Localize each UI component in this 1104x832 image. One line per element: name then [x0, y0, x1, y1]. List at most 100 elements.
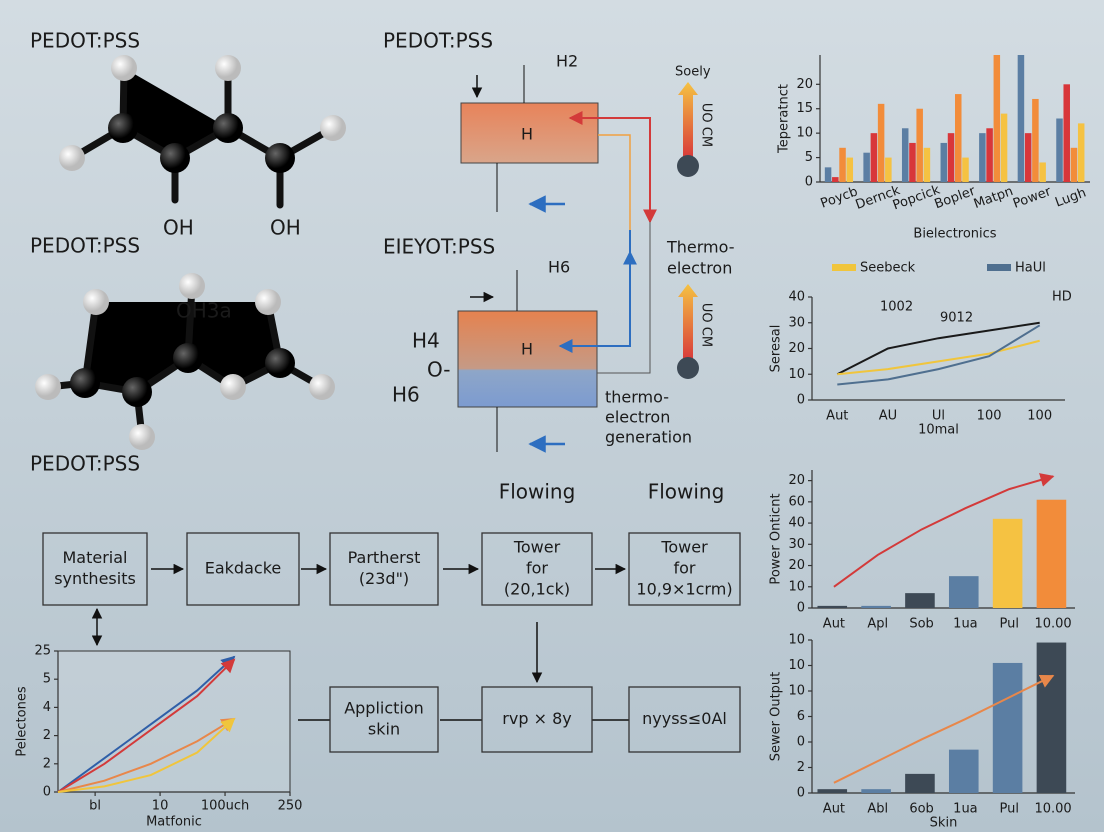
x-tick-label: 10.00	[1034, 617, 1071, 632]
y-tick-label: 2	[43, 756, 51, 771]
flow-box-text: 10,9×1crm)	[636, 580, 732, 599]
y-tick-label: 2	[43, 728, 51, 743]
x-tick-label: 100uch	[201, 799, 249, 814]
x-tick-label: Pul	[1000, 617, 1019, 632]
flowchart: Material synthesits Eakdacke Partherst (23d"…	[42, 532, 741, 753]
atom-group: OH	[270, 216, 301, 240]
bar	[905, 773, 935, 793]
flow-box-text: rvp × 8y	[502, 709, 571, 728]
gauge-label: Soely	[675, 65, 711, 80]
bar	[986, 128, 993, 182]
cell-gas: H6	[548, 258, 570, 277]
flow-box-text: for	[674, 559, 696, 578]
y-tick-label: 2	[797, 760, 805, 775]
y-tick-label: 10	[788, 684, 805, 699]
molecule-label: PEDOT:PSS	[30, 29, 140, 53]
line	[833, 473, 1055, 588]
y-tick-label: 15	[796, 101, 813, 116]
bar	[1036, 499, 1067, 608]
legend-swatch	[832, 264, 856, 271]
x-axis-label: Matfonic	[146, 815, 202, 830]
y-tick-label: 40	[788, 290, 805, 305]
bar	[1077, 123, 1085, 182]
atom-group: OH3a	[176, 299, 232, 323]
y-tick-label: 30	[788, 315, 805, 330]
y-axis-label: Seresal	[769, 325, 784, 373]
y-axis-label: Pelectones	[15, 686, 30, 756]
flow-box-text: Tower	[513, 538, 561, 557]
flow-box-text: for	[526, 559, 548, 578]
y-tick-label: 0	[797, 601, 805, 616]
x-tick-label: 100	[1027, 409, 1052, 424]
y-tick-label: 0	[797, 786, 805, 801]
cell-input: H6	[392, 383, 420, 407]
x-tick-label: Aut	[823, 617, 845, 632]
flow-box	[329, 686, 439, 753]
bar	[1063, 84, 1070, 182]
bar	[863, 152, 870, 182]
y-tick-label: 20	[788, 341, 805, 356]
atom-group: OH	[163, 216, 194, 240]
x-tick-label: Pul	[1000, 802, 1019, 817]
y-tick-label: 20	[788, 473, 805, 488]
molecules: PEDOT:PSS PEDOT:PSS PEDOT:PSS OH OH OH3a	[30, 29, 346, 476]
bar	[861, 605, 891, 608]
cell-gas: H2	[556, 52, 578, 71]
flow-box	[628, 532, 741, 606]
cell-title: EIEYOT:PSS	[383, 235, 495, 259]
y-tick-label: 20	[788, 558, 805, 573]
y-tick-label: 5	[43, 672, 51, 687]
chart: 0 2 2 4 5 25 bl 10 100uch 250 Pelectones Matfonic	[15, 644, 303, 830]
annotation: 1002	[880, 300, 913, 315]
x-axis-label: Skin	[930, 816, 958, 831]
cell	[457, 310, 598, 408]
bar	[1024, 133, 1032, 182]
molecule-2: OH3a	[35, 273, 335, 450]
y-tick-label: 25	[34, 644, 51, 659]
bar	[1017, 55, 1025, 182]
line	[837, 324, 1041, 386]
bar	[1036, 642, 1067, 793]
x-tick-label: Apl	[867, 617, 888, 632]
note: generation	[605, 428, 692, 447]
flow-label: Flowing	[499, 480, 576, 504]
flow-box-text: synthesits	[54, 569, 136, 588]
line	[57, 658, 236, 793]
legend-label: Seebeck	[860, 261, 916, 276]
legend-label: HaUl	[1015, 261, 1046, 276]
bar	[1056, 118, 1063, 182]
bar	[947, 133, 955, 182]
bar	[905, 593, 935, 608]
y-tick-label: 0	[797, 735, 805, 750]
y-tick-label: 30	[788, 537, 805, 552]
gauge-scale: UO CM	[699, 303, 714, 347]
y-tick-label: 4	[43, 700, 51, 715]
bar	[846, 157, 854, 182]
gauge: UO CM	[677, 284, 714, 379]
bar	[877, 103, 885, 182]
annotation: HD	[1052, 290, 1072, 305]
molecule-label: PEDOT:PSS	[30, 234, 140, 258]
x-tick-label: 1ua	[953, 802, 977, 817]
x-tick-label: 250	[278, 799, 303, 814]
bar	[923, 147, 931, 182]
flow-box-text: Material	[63, 548, 128, 567]
flow-box	[481, 686, 593, 753]
x-axis-label: 10mal	[918, 423, 959, 438]
flow-box	[186, 532, 300, 606]
x-tick-label: AU	[879, 409, 897, 424]
y-tick-label: 5	[805, 150, 813, 165]
y-tick-label: 0	[43, 785, 51, 800]
flow-box-text: Eakdacke	[205, 559, 281, 578]
bar	[861, 789, 891, 793]
bar	[992, 518, 1023, 608]
gauge-scale: UO CM	[699, 103, 714, 147]
bar	[916, 108, 923, 182]
flow-box	[628, 686, 741, 753]
y-axis-label: Teperatnct	[777, 84, 792, 154]
bar	[901, 128, 909, 182]
y-tick-label: 0	[797, 393, 805, 408]
x-tick-label: Aut	[823, 802, 845, 817]
x-tick-label: Aut	[826, 409, 848, 424]
